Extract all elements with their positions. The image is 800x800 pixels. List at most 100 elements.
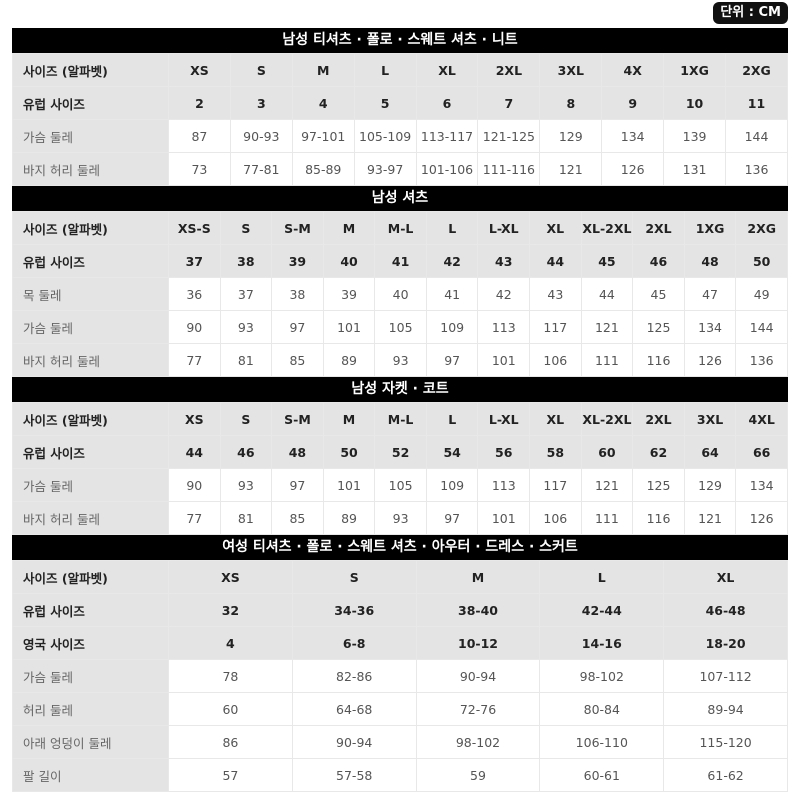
table-cell: 4 <box>291 86 355 120</box>
table-cell: 134 <box>683 310 737 344</box>
table-cell: 9 <box>601 86 665 120</box>
table-cell: 93 <box>219 310 273 344</box>
table-row: 유럽 사이즈 32 34-36 38-40 42-44 46-48 <box>12 593 788 627</box>
table-row: 허리 둘레 60 64-68 72-76 80-84 89-94 <box>12 692 788 726</box>
table-cell: XL-2XL <box>580 211 634 245</box>
table-cell: XL <box>415 53 479 87</box>
row-label: 가슴 둘레 <box>12 310 169 344</box>
table-cell: 47 <box>683 277 737 311</box>
table-cell: 125 <box>632 468 685 502</box>
table-cell: 5 <box>353 86 417 120</box>
table-cell: 113-117 <box>415 119 479 153</box>
row-label: 가슴 둘레 <box>12 119 169 153</box>
table-cell: 50 <box>735 244 788 278</box>
table-cell: 113 <box>477 468 531 502</box>
table-cell: 81 <box>219 343 273 377</box>
table-cell: 107-112 <box>663 659 788 693</box>
table-cell: S <box>229 53 293 87</box>
unit-badge: 단위 : CM <box>713 2 788 24</box>
table-cell: 121 <box>539 152 603 186</box>
table-row: 바지 허리 둘레 73 77-81 85-89 93-97 101-106 111-116 1… <box>12 152 788 186</box>
table-cell: 10 <box>663 86 727 120</box>
table-cell: 40 <box>374 277 427 311</box>
table-row: 팔 길이 57 57-58 59 60-61 61-62 <box>12 758 788 792</box>
table-cell: 115-120 <box>663 725 788 759</box>
table-cell: XL <box>529 402 582 436</box>
table-cell: 2XL <box>477 53 541 87</box>
table-cell: 82-86 <box>291 659 417 693</box>
table-cell: 14-16 <box>539 626 665 660</box>
table-row: 목 둘레 36 37 38 39 40 41 42 43 44 45 47 49 <box>12 277 788 311</box>
table-cell: 85 <box>271 343 324 377</box>
table-cell: 38 <box>271 277 324 311</box>
table-cell: 126 <box>683 343 737 377</box>
table-cell: 45 <box>632 277 685 311</box>
table-cell: 18-20 <box>663 626 788 660</box>
table-cell: 106-110 <box>539 725 665 759</box>
table-cell: 64 <box>683 435 737 469</box>
table-row: 영국 사이즈 4 6-8 10-12 14-16 18-20 <box>12 626 788 660</box>
table-cell: 97 <box>425 501 479 535</box>
table-cell: L <box>425 211 479 245</box>
row-label: 팔 길이 <box>12 758 169 792</box>
table-cell: 39 <box>271 244 324 278</box>
table-cell: 78 <box>168 659 293 693</box>
table-cell: 97 <box>271 468 324 502</box>
table-cell: 7 <box>477 86 541 120</box>
size-table: 사이즈 (알파벳) XS S S-M M M-L L L-XL XL XL-2XL 2XL 3XL 4X… <box>12 402 788 535</box>
table-cell: 2XG <box>735 211 788 245</box>
table-row: 바지 허리 둘레 77 81 85 89 93 97 101 106 111 116 121 126 <box>12 501 788 535</box>
table-cell: 97 <box>271 310 324 344</box>
table-cell: 45 <box>580 244 634 278</box>
table-cell: 58 <box>529 435 582 469</box>
table-cell: 4XL <box>735 402 788 436</box>
table-cell: 42 <box>425 244 479 278</box>
table-cell: 90-94 <box>415 659 541 693</box>
table-cell: 81 <box>219 501 273 535</box>
table-cell: 40 <box>322 244 376 278</box>
size-table: 사이즈 (알파벳) XS S M L XL 유럽 사이즈 32 34-36 38-40 42-44 4… <box>12 560 788 792</box>
table-cell: 105 <box>374 468 427 502</box>
size-table: 사이즈 (알파벳) XS-S S S-M M M-L L L-XL XL XL-2XL 2XL 1XG… <box>12 211 788 377</box>
table-cell: 11 <box>725 86 788 120</box>
table-cell: 10-12 <box>415 626 541 660</box>
table-cell: 93-97 <box>353 152 417 186</box>
table-cell: 64-68 <box>291 692 417 726</box>
table-cell: 101 <box>322 468 376 502</box>
table-cell: 86 <box>168 725 293 759</box>
table-cell: 44 <box>580 277 634 311</box>
table-cell: 56 <box>477 435 531 469</box>
table-cell: 41 <box>374 244 427 278</box>
table-cell: M <box>291 53 355 87</box>
row-label: 유럽 사이즈 <box>12 435 169 469</box>
row-label: 사이즈 (알파벳) <box>12 53 169 87</box>
table-cell: 89 <box>322 501 376 535</box>
table-cell: 98-102 <box>415 725 541 759</box>
table-cell: 54 <box>425 435 479 469</box>
table-cell: 2XL <box>632 402 685 436</box>
table-cell: S-M <box>271 211 324 245</box>
size-chart: 남성 티셔츠 · 폴로 · 스웨트 셔츠 · 니트 사이즈 (알파벳) XS S M L X… <box>12 28 788 792</box>
section-title: 남성 셔츠 <box>12 186 788 211</box>
table-cell: 136 <box>725 152 788 186</box>
row-label: 사이즈 (알파벳) <box>12 402 169 436</box>
table-cell: 60 <box>580 435 634 469</box>
table-cell: 6-8 <box>291 626 417 660</box>
table-cell: 43 <box>529 277 582 311</box>
table-cell: L <box>353 53 417 87</box>
row-label: 가슴 둘레 <box>12 468 169 502</box>
table-cell: 61-62 <box>663 758 788 792</box>
table-cell: 121 <box>580 310 634 344</box>
table-cell: XS-S <box>168 211 221 245</box>
table-cell: 105 <box>374 310 427 344</box>
table-cell: 89-94 <box>663 692 788 726</box>
table-cell: 77 <box>168 343 221 377</box>
table-cell: XS <box>168 560 293 594</box>
table-row: 가슴 둘레 90 93 97 101 105 109 113 117 121 125 134 144 <box>12 310 788 344</box>
table-cell: 38-40 <box>415 593 541 627</box>
table-cell: 136 <box>735 343 788 377</box>
table-cell: 60-61 <box>539 758 665 792</box>
table-cell: 125 <box>632 310 685 344</box>
table-cell: 85 <box>271 501 324 535</box>
table-cell: 116 <box>632 501 685 535</box>
